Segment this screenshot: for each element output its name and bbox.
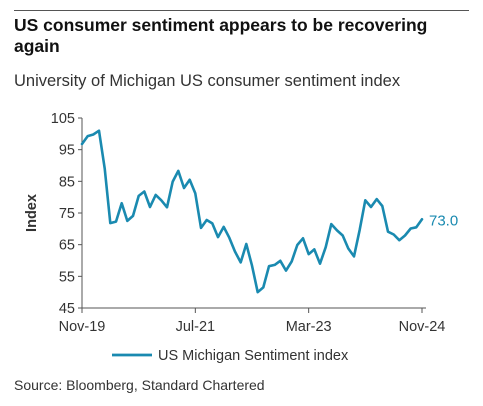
data-point [290,260,293,263]
data-point [86,135,89,138]
chart-subtitle: University of Michigan US consumer senti… [14,72,401,90]
data-point [149,206,152,209]
series-group: 73.0 [80,129,458,294]
data-point [273,264,276,267]
data-point [387,230,390,233]
data-point [120,202,123,205]
source-note: Source: Bloomberg, Standard Chartered [14,377,265,393]
data-point [81,143,84,146]
y-tick-label: 95 [59,143,75,159]
data-point [194,192,197,195]
data-point [166,206,169,209]
legend-label: US Michigan Sentiment index [158,348,349,364]
data-point [239,261,242,264]
y-tick-label: 55 [59,269,75,285]
data-point [324,246,327,249]
data-point [319,262,322,265]
data-point [234,250,237,253]
data-point [398,239,401,242]
data-point [160,199,163,202]
data-point [171,180,174,183]
data-point [279,260,282,263]
data-point [200,227,203,230]
data-point [313,248,316,251]
data-point [375,198,378,201]
data-point [285,269,288,272]
y-tick-label: 75 [59,206,75,222]
data-point [211,222,214,225]
chart-title: US consumer sentiment appears to be reco… [14,15,428,56]
y-tick-label: 45 [59,301,75,317]
data-point [205,219,208,222]
data-point [262,286,265,289]
data-point [222,226,225,229]
data-point [392,233,395,236]
data-point [217,236,220,239]
data-point [268,265,271,268]
y-tick-label: 105 [51,111,75,127]
data-point [302,237,305,240]
data-point [381,205,384,208]
data-point [364,199,367,202]
data-point [98,129,101,132]
data-point [126,220,129,223]
data-point [353,255,356,258]
data-point [103,167,106,170]
series-line [80,129,424,294]
data-point [177,170,180,173]
data-point [421,218,424,221]
data-point [115,220,118,223]
data-point [415,226,418,229]
data-point [330,223,333,226]
data-point [347,247,350,250]
data-point [154,194,157,197]
end-value-label: 73.0 [429,212,458,229]
x-tick-label: Mar-23 [286,319,332,335]
data-point [336,229,339,232]
data-point [109,222,112,225]
top-rule [14,10,469,11]
data-point [251,264,254,267]
data-point [296,244,299,247]
axes: 45 55 65 75 85 95 105 Index Nov-19 Jul-21 Mar-23 No… [24,111,445,335]
y-axis-title: Index [24,194,40,232]
x-tick-label: Nov-19 [59,319,106,335]
data-point [245,243,248,246]
data-point [358,228,361,231]
data-point [188,178,191,181]
x-tick-label: Nov-24 [399,319,446,335]
x-tick-label: Jul-21 [176,319,216,335]
y-tick-label: 65 [59,238,75,254]
data-point [137,195,140,198]
data-point [143,190,146,193]
y-tick-label: 85 [59,174,75,190]
data-point [256,291,259,294]
data-point [183,187,186,190]
data-point [370,206,373,209]
data-point [341,234,344,237]
data-point [307,253,310,256]
data-point [404,234,407,237]
data-point [132,215,135,218]
data-point [409,227,412,230]
legend: US Michigan Sentiment index [112,348,349,364]
data-point [92,133,95,136]
data-point [228,236,231,239]
